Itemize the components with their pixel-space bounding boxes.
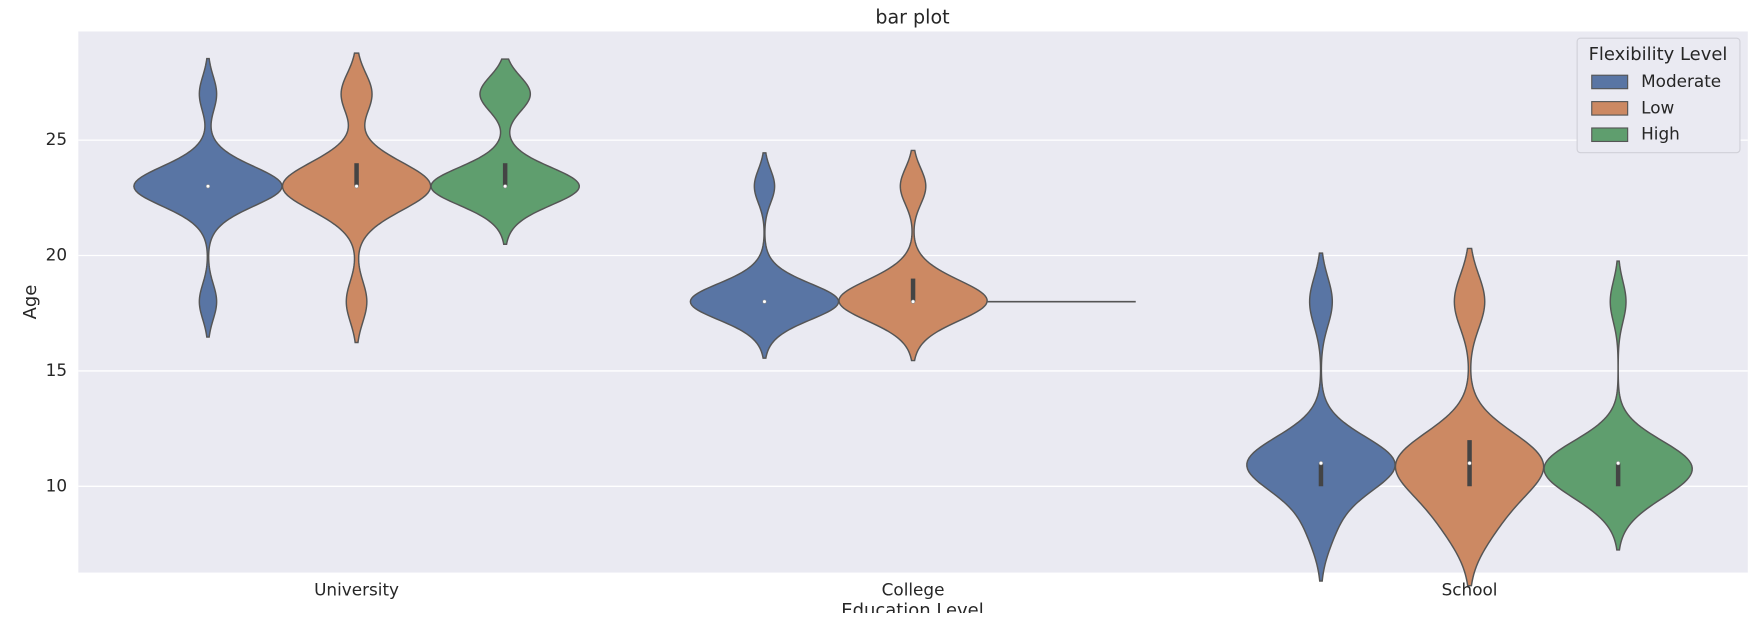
y-tick-label: 10 <box>46 475 67 495</box>
median-dot <box>1616 461 1621 466</box>
y-axis-label: Age <box>20 285 41 320</box>
x-tick-label: School <box>1442 580 1498 600</box>
violin <box>838 149 988 362</box>
violin <box>689 152 840 359</box>
y-tick-label: 20 <box>46 245 67 265</box>
violin <box>1543 260 1693 551</box>
x-axis-label: Education Level <box>841 600 983 613</box>
x-tick-label: College <box>882 580 945 600</box>
legend-swatch <box>1591 101 1629 116</box>
y-tick-label: 25 <box>46 129 67 149</box>
violin <box>133 57 283 338</box>
median-dot <box>205 184 211 189</box>
legend-label: Moderate <box>1641 71 1721 91</box>
violin <box>281 52 432 344</box>
x-tick-label: University <box>314 580 399 600</box>
median-dot <box>910 299 916 304</box>
median-dot <box>1318 461 1324 466</box>
violin <box>1246 252 1396 582</box>
y-tick-label: 15 <box>46 360 67 380</box>
legend-swatch <box>1591 127 1629 143</box>
median-dot <box>354 184 359 189</box>
median-dot <box>503 184 508 189</box>
median-dot <box>1467 461 1472 466</box>
chart-title: bar plot <box>875 6 950 28</box>
legend-box <box>1576 37 1741 154</box>
median-dot <box>762 299 767 304</box>
legend-title: Flexibility Level <box>1589 44 1728 65</box>
legend-label: High <box>1641 124 1680 144</box>
legend-label: Low <box>1641 97 1674 117</box>
violin <box>430 58 580 246</box>
violin <box>1394 247 1545 587</box>
legend-swatch <box>1591 74 1629 90</box>
